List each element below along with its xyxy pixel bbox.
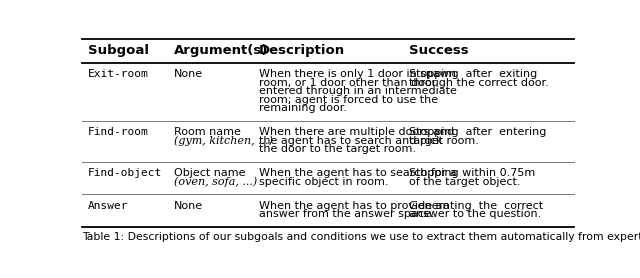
- Text: Generating  the  correct: Generating the correct: [409, 201, 543, 211]
- Text: specific object in room.: specific object in room.: [259, 177, 388, 187]
- Text: Stopping  after  entering: Stopping after entering: [409, 127, 546, 137]
- Text: Success: Success: [409, 44, 468, 57]
- Text: When the agent has to provide an: When the agent has to provide an: [259, 201, 449, 211]
- Text: None: None: [174, 69, 204, 79]
- Text: answer to the question.: answer to the question.: [409, 209, 541, 219]
- Text: the agent has to search and pick: the agent has to search and pick: [259, 136, 442, 146]
- Text: Object name: Object name: [174, 168, 246, 178]
- Text: Find-object: Find-object: [88, 168, 162, 178]
- Text: Table 1: Descriptions of our subgoals and conditions we use to extract them auto: Table 1: Descriptions of our subgoals an…: [83, 232, 640, 242]
- Text: target room.: target room.: [409, 136, 479, 146]
- Text: Subgoal: Subgoal: [88, 44, 149, 57]
- Text: Find-room: Find-room: [88, 127, 148, 137]
- Text: of the target object.: of the target object.: [409, 177, 520, 187]
- Text: (gym, kitchen, ...): (gym, kitchen, ...): [174, 136, 273, 146]
- Text: room; agent is forced to use the: room; agent is forced to use the: [259, 95, 438, 105]
- Text: the door to the target room.: the door to the target room.: [259, 144, 415, 154]
- Text: When the agent has to search for a: When the agent has to search for a: [259, 168, 456, 178]
- Text: (oven, sofa, ...): (oven, sofa, ...): [174, 177, 257, 187]
- Text: remaining door.: remaining door.: [259, 103, 347, 113]
- Text: room, or 1 door other than door: room, or 1 door other than door: [259, 78, 436, 88]
- Text: entered through in an intermediate: entered through in an intermediate: [259, 86, 456, 96]
- Text: When there is only 1 door in spawn: When there is only 1 door in spawn: [259, 69, 456, 79]
- Text: Stopping  after  exiting: Stopping after exiting: [409, 69, 537, 79]
- Text: Exit-room: Exit-room: [88, 69, 148, 79]
- Text: Stopping within 0.75m: Stopping within 0.75m: [409, 168, 535, 178]
- Text: answer from the answer space.: answer from the answer space.: [259, 209, 434, 219]
- Text: None: None: [174, 201, 204, 211]
- Text: Description: Description: [259, 44, 345, 57]
- Text: through the correct door.: through the correct door.: [409, 78, 548, 88]
- Text: When there are multiple doors and: When there are multiple doors and: [259, 127, 454, 137]
- Text: Answer: Answer: [88, 201, 128, 211]
- Text: Argument(s): Argument(s): [174, 44, 269, 57]
- Text: Room name: Room name: [174, 127, 241, 137]
